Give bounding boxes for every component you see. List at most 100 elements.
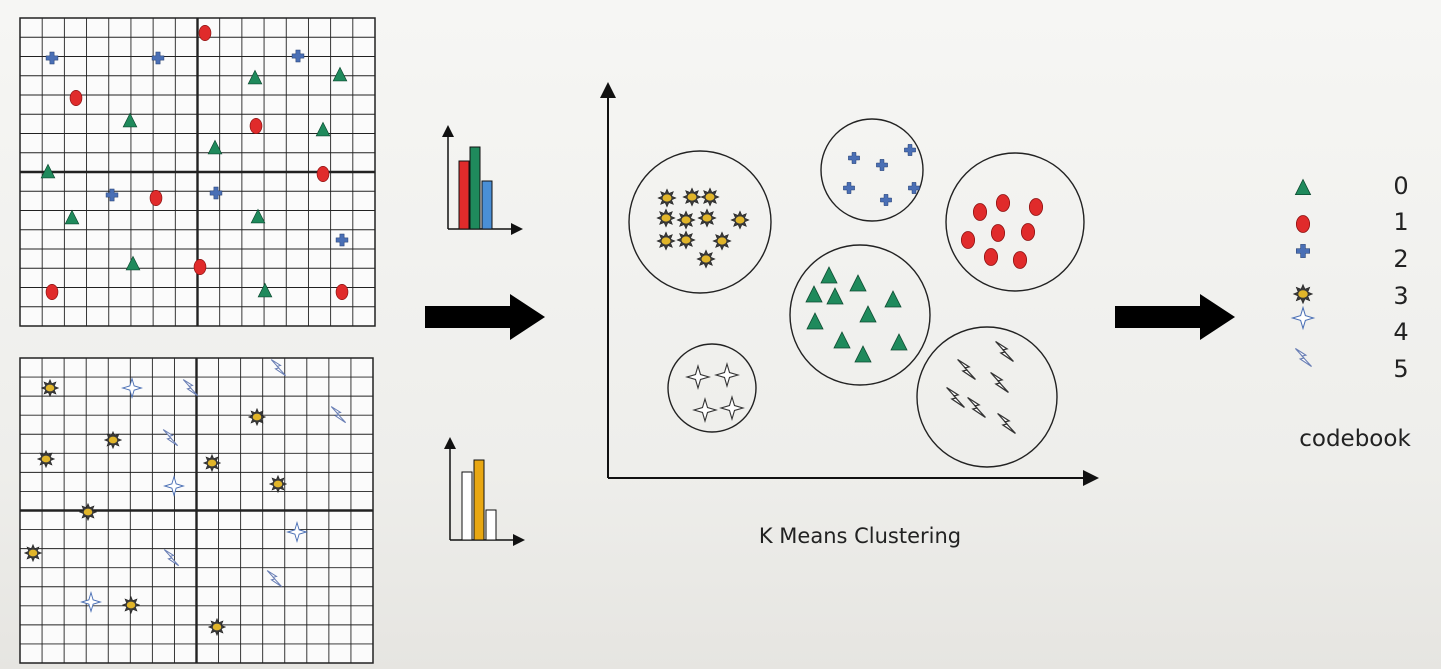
triangle-icon: [820, 266, 838, 284]
triangle-icon: [257, 282, 273, 298]
triangle-icon: [859, 305, 877, 323]
cross-icon: [843, 182, 855, 194]
image-grid-top: [19, 17, 376, 327]
cross-icon: [45, 51, 59, 65]
lightning-icon: [995, 340, 1014, 362]
ellipse-icon: [335, 284, 349, 300]
histogram-bar: [458, 160, 470, 230]
triangle-icon: [247, 69, 263, 85]
histogram-bar: [473, 459, 485, 541]
triangle-icon: [64, 209, 80, 225]
cluster-circle: [945, 152, 1085, 292]
four-point-star-icon: [714, 362, 740, 388]
codebook-index-1: 1: [1393, 208, 1409, 236]
triangle-icon: [854, 345, 872, 363]
codebook-index-4: 4: [1393, 318, 1409, 346]
codebook-caption: codebook: [1299, 426, 1411, 452]
cross-icon: [1296, 244, 1310, 258]
spiky-blob-icon: [202, 453, 222, 473]
ellipse-icon: [45, 284, 59, 300]
four-point-star-icon: [285, 520, 309, 544]
triangle-icon: [805, 285, 823, 303]
codebook-icons: [1290, 178, 1316, 368]
triangle-icon: [890, 333, 908, 351]
spiky-blob-icon: [40, 378, 60, 398]
ellipse-icon: [1028, 198, 1044, 216]
spiky-blob-icon: [676, 210, 696, 230]
spiky-blob-icon: [676, 230, 696, 250]
histogram-bottom: [444, 437, 525, 546]
cross-icon: [151, 51, 165, 65]
lightning-icon: [1294, 348, 1312, 368]
spiky-blob-icon: [247, 407, 267, 427]
cluster-circle: [628, 150, 772, 294]
lightning-icon: [997, 412, 1016, 434]
histogram-bar: [481, 180, 493, 230]
triangle-icon: [250, 208, 266, 224]
spiky-blob-icon: [121, 595, 141, 615]
four-point-star-icon: [692, 397, 718, 423]
spiky-blob-icon: [268, 474, 288, 494]
codebook-index-2: 2: [1393, 245, 1409, 273]
codebook-index-5: 5: [1393, 355, 1409, 383]
spiky-blob-icon: [696, 249, 716, 269]
triangle-icon: [806, 312, 824, 330]
ellipse-icon: [972, 203, 988, 221]
triangle-icon: [884, 290, 902, 308]
triangle-icon: [332, 66, 348, 82]
lightning-icon: [182, 379, 199, 397]
spiky-blob-icon: [657, 188, 677, 208]
spiky-blob-icon: [23, 543, 43, 563]
spiky-blob-icon: [697, 208, 717, 228]
cross-icon: [848, 152, 860, 164]
lightning-icon: [990, 371, 1009, 393]
ellipse-icon: [193, 259, 207, 275]
lightning-icon: [163, 549, 180, 567]
ellipse-icon: [960, 231, 976, 249]
triangle-icon: [40, 163, 56, 179]
cross-icon: [908, 182, 920, 194]
lightning-icon: [162, 429, 179, 447]
cross-icon: [335, 233, 349, 247]
ellipse-icon: [69, 90, 83, 106]
cluster-circle: [667, 343, 757, 433]
triangle-icon: [826, 287, 844, 305]
triangle-icon: [315, 121, 331, 137]
spiky-blob-icon: [656, 208, 676, 228]
histogram-top: [442, 125, 523, 235]
four-point-star-icon: [120, 376, 144, 400]
spiky-blob-icon: [730, 210, 750, 230]
triangle-icon: [207, 139, 223, 155]
histogram-bar: [485, 509, 497, 541]
ellipse-icon: [1020, 223, 1036, 241]
ellipse-icon: [316, 166, 330, 182]
triangle-icon: [122, 112, 138, 128]
lightning-icon: [967, 396, 986, 418]
arrow-to-codebook: [1115, 294, 1235, 340]
ellipse-icon: [1295, 215, 1311, 233]
feature-clusters: [628, 118, 1085, 468]
histogram-bar: [461, 471, 473, 541]
four-point-star-icon: [719, 395, 745, 421]
cross-icon: [105, 188, 119, 202]
cross-icon: [209, 186, 223, 200]
spiky-blob-icon: [656, 231, 676, 251]
arrow-to-clustering: [425, 294, 545, 340]
cross-icon: [291, 49, 305, 63]
spiky-blob-icon: [103, 430, 123, 450]
lightning-icon: [266, 570, 283, 588]
ellipse-icon: [249, 118, 263, 134]
triangle-icon: [1294, 178, 1312, 196]
spiky-blob-icon: [1292, 283, 1314, 305]
ellipse-icon: [149, 190, 163, 206]
cluster-circle: [789, 244, 931, 386]
triangle-icon: [833, 331, 851, 349]
four-point-star-icon: [162, 474, 186, 498]
ellipse-icon: [1012, 251, 1028, 269]
four-point-star-icon: [685, 364, 711, 390]
ellipse-icon: [990, 224, 1006, 242]
image-grid-bottom: [19, 357, 374, 664]
ellipse-icon: [198, 25, 212, 41]
cluster-circle: [820, 118, 924, 222]
